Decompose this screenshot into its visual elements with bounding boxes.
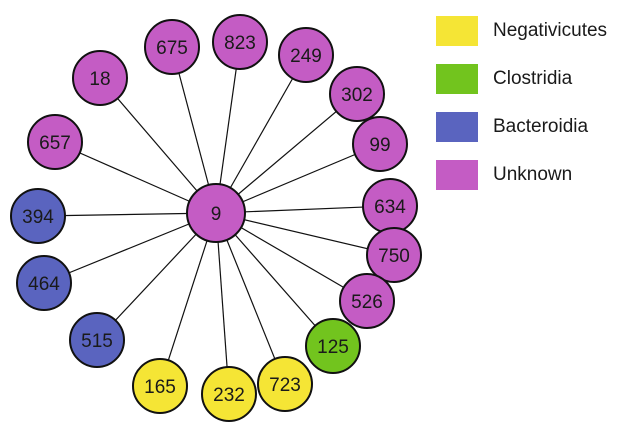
node-675-label: 675 <box>156 38 188 59</box>
node-249-label: 249 <box>290 46 322 67</box>
node-723: 723 <box>257 356 313 412</box>
node-657: 657 <box>27 114 83 170</box>
node-657-circle <box>27 114 83 170</box>
node-515: 515 <box>69 312 125 368</box>
edge-9-464 <box>43 212 217 284</box>
node-634: 634 <box>362 178 418 234</box>
legend-swatch-clostridia <box>436 64 478 94</box>
node-515-circle <box>69 312 125 368</box>
node-723-circle <box>257 356 313 412</box>
node-125-circle <box>305 318 361 374</box>
node-750-circle <box>366 227 422 283</box>
node-18-label: 18 <box>89 69 110 90</box>
node-526: 526 <box>339 273 395 329</box>
node-302: 302 <box>329 66 385 122</box>
node-232-label: 232 <box>213 385 245 406</box>
node-823-circle <box>212 14 268 70</box>
node-232: 232 <box>201 366 257 422</box>
edge-9-302 <box>215 93 358 214</box>
legend-item-clostridia: Clostridia <box>436 64 631 100</box>
node-18: 18 <box>72 50 128 106</box>
node-249-circle <box>278 27 334 83</box>
node-675-circle <box>144 19 200 75</box>
legend-item-unknown: Unknown <box>436 160 631 196</box>
node-18-circle <box>72 50 128 106</box>
node-165-circle <box>132 358 188 414</box>
legend-label-clostridia: Clostridia <box>493 68 573 89</box>
node-823: 823 <box>212 14 268 70</box>
node-750-label: 750 <box>378 246 410 267</box>
node-165: 165 <box>132 358 188 414</box>
node-394-label: 394 <box>22 207 54 228</box>
edge-9-750 <box>215 212 395 256</box>
node-249: 249 <box>278 27 334 83</box>
node-125: 125 <box>305 318 361 374</box>
legend-swatch-unknown <box>436 160 478 190</box>
node-99: 99 <box>352 116 408 172</box>
legend-label-unknown: Unknown <box>493 164 573 185</box>
node-394-circle <box>10 188 66 244</box>
node-526-circle <box>339 273 395 329</box>
node-515-label: 515 <box>81 331 113 352</box>
node-302-label: 302 <box>341 85 373 106</box>
node-675: 675 <box>144 19 200 75</box>
node-99-label: 99 <box>369 135 390 156</box>
node-99-circle <box>352 116 408 172</box>
legend-swatch-bacteroidia <box>436 112 478 142</box>
node-750: 750 <box>366 227 422 283</box>
edge-9-249 <box>215 54 307 214</box>
node-232-circle <box>201 366 257 422</box>
node-464: 464 <box>16 255 72 311</box>
legend-swatch-negativicutes <box>436 16 478 46</box>
node-634-label: 634 <box>374 197 406 218</box>
legend-item-bacteroidia: Bacteroidia <box>436 112 631 148</box>
edge-9-723 <box>215 212 286 385</box>
node-394: 394 <box>10 188 66 244</box>
node-center-9: 9 <box>186 183 246 243</box>
node-center-9-label: 9 <box>211 204 222 225</box>
nodes: 18 675 823 249 302 99 634 750 526 125 723 232 165 515… <box>10 14 422 422</box>
node-464-label: 464 <box>28 274 60 295</box>
node-464-circle <box>16 255 72 311</box>
node-125-label: 125 <box>317 337 349 358</box>
node-165-label: 165 <box>144 377 176 398</box>
legend-label-bacteroidia: Bacteroidia <box>493 116 589 137</box>
node-723-label: 723 <box>269 375 301 396</box>
edge-9-165 <box>159 212 217 387</box>
node-302-circle <box>329 66 385 122</box>
node-657-label: 657 <box>39 133 71 154</box>
node-center-9-circle <box>186 183 246 243</box>
node-526-label: 526 <box>351 292 383 313</box>
node-823-label: 823 <box>224 33 256 54</box>
edge-9-232 <box>215 212 230 395</box>
legend-item-negativicutes: Negativicutes <box>436 16 631 52</box>
legend-label-negativicutes: Negativicutes <box>493 20 608 41</box>
